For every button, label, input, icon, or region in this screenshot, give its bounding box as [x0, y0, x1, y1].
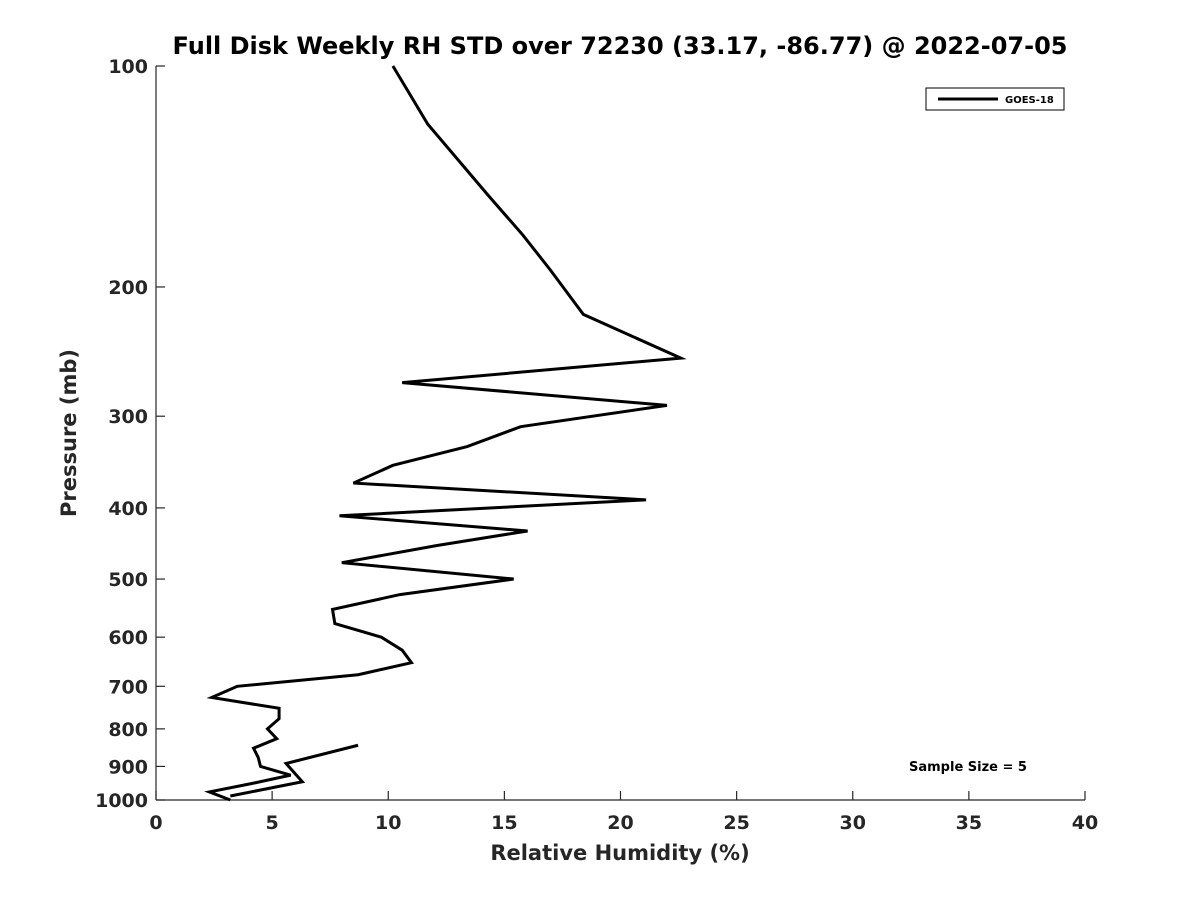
x-axis-ticks: 0 5 10 15 20 25 30 35 40 [149, 791, 1098, 834]
legend-label-goes-18: GOES-18 [1005, 95, 1054, 106]
y-tick-label: 900 [108, 756, 148, 778]
x-tick-label: 40 [1072, 812, 1098, 834]
series-line-goes-18 [204, 65, 687, 802]
x-tick-label: 10 [375, 812, 401, 834]
y-axis-ticks: 100 200 300 400 500 600 700 800 900 1000 [95, 56, 165, 812]
x-axis-label: Relative Humidity (%) [490, 841, 749, 865]
legend: GOES-18 [925, 87, 1065, 111]
y-tick-label: 400 [108, 498, 148, 520]
y-tick-label: 700 [108, 676, 148, 698]
x-tick-label: 25 [723, 812, 749, 834]
series-line-goes-18-tail [230, 743, 359, 798]
series-layer [204, 65, 687, 802]
sample-size-annotation: Sample Size = 5 [909, 760, 1027, 775]
y-tick-label: 500 [108, 569, 148, 591]
y-tick-label: 300 [108, 406, 148, 428]
x-tick-label: 20 [607, 812, 633, 834]
x-tick-label: 30 [840, 812, 866, 834]
y-tick-label: 800 [108, 719, 148, 741]
x-tick-label: 0 [149, 812, 162, 834]
x-tick-label: 15 [491, 812, 517, 834]
y-tick-label: 1000 [95, 790, 148, 812]
y-axis-label: Pressure (mb) [57, 349, 81, 517]
chart-title: Full Disk Weekly RH STD over 72230 (33.1… [173, 32, 1068, 60]
y-tick-label: 600 [108, 627, 148, 649]
x-tick-label: 35 [956, 812, 982, 834]
y-tick-label: 100 [108, 56, 148, 78]
plot-area [156, 66, 1085, 800]
x-tick-label: 5 [266, 812, 279, 834]
y-tick-label: 200 [108, 277, 148, 299]
